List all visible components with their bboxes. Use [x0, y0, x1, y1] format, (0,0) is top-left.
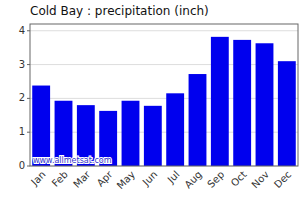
bar: [233, 40, 251, 166]
y-tick: [27, 98, 30, 99]
x-tick-label: Dec: [272, 169, 293, 190]
chart-svg: 0 1 2 3 4 JanFebMarAprMayJun JulAugSepOctNovDe…: [0, 0, 306, 200]
bar: [144, 106, 162, 166]
y-tick-label: 0: [19, 160, 25, 171]
x-tick-label: Aug: [182, 169, 204, 191]
x-tick-label: Jan: [28, 169, 47, 188]
bar: [189, 74, 207, 166]
bars: [32, 37, 296, 166]
x-tick-label: Jun: [140, 169, 160, 189]
x-tick-label: Apr: [95, 168, 116, 189]
x-tick-label: Jul: [165, 169, 182, 186]
x-tick-label: Oct: [229, 169, 249, 189]
y-tick-label: 4: [19, 25, 25, 36]
y-tick-label: 3: [19, 59, 25, 70]
x-tick-label: Feb: [50, 169, 70, 189]
bar: [211, 37, 229, 166]
x-axis: JanFebMarAprMayJun JulAugSepOctNovDec: [28, 168, 293, 191]
plot-frame: [30, 24, 298, 166]
x-tick-label: Sep: [205, 169, 226, 190]
x-tick-label: Nov: [249, 169, 271, 191]
bar: [122, 101, 140, 166]
y-tick: [27, 30, 30, 31]
chart-container: 0 1 2 3 4 JanFebMarAprMayJun JulAugSepOctNovDe…: [0, 0, 306, 200]
grid: [30, 31, 298, 166]
x-tick-label: May: [115, 169, 137, 191]
bar: [256, 43, 274, 166]
y-tick: [27, 64, 30, 65]
y-tick-label: 2: [19, 92, 25, 103]
y-tick: [27, 132, 30, 133]
y-tick: [27, 166, 30, 167]
y-tick-label: 1: [19, 126, 25, 137]
y-axis: 0 1 2 3 4: [19, 25, 30, 171]
bar: [166, 93, 184, 166]
title: Cold Bay : precipitation (inch): [30, 4, 209, 18]
x-tick-label: Mar: [71, 168, 93, 190]
annotation: www.allmetsat.com: [33, 156, 112, 165]
grid-line: [30, 30, 298, 31]
bar: [278, 61, 296, 166]
bar: [32, 86, 50, 166]
